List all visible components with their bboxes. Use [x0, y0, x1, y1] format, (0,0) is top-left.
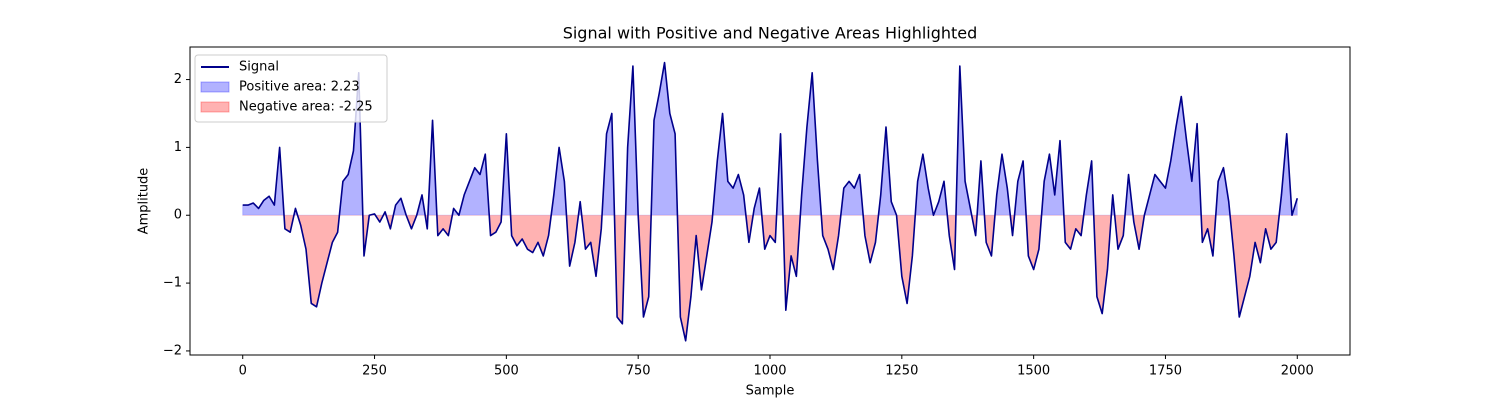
- x-tick-label: 500: [494, 364, 519, 379]
- legend-box: [194, 54, 388, 123]
- y-tick-label: −1: [163, 276, 182, 291]
- legend-label: Negative area: -2.25: [239, 100, 373, 115]
- signal-line: [242, 61, 1299, 342]
- y-tick-label: 0: [174, 208, 182, 223]
- y-tick-label: 2: [174, 72, 182, 87]
- x-tick-label: 2000: [1281, 364, 1314, 379]
- x-tick-label: 1500: [1017, 364, 1050, 379]
- legend-label: Positive area: 2.23: [239, 80, 360, 95]
- x-tick-label: 1250: [885, 364, 918, 379]
- y-tick-label: −2: [163, 343, 182, 358]
- x-axis-label: Sample: [746, 384, 795, 399]
- x-tick-label: 250: [362, 364, 387, 379]
- y-axis-label: Amplitude: [137, 168, 152, 235]
- y-tick-label: 1: [174, 140, 182, 155]
- x-tick-label: 0: [239, 364, 247, 379]
- legend-swatch: [200, 81, 230, 93]
- x-tick-label: 1000: [753, 364, 786, 379]
- legend-label: Signal: [239, 60, 279, 75]
- x-tick-label: 1750: [1149, 364, 1182, 379]
- legend-swatch: [200, 101, 230, 113]
- chart-title: Signal with Positive and Negative Areas …: [563, 24, 978, 43]
- x-tick-label: 750: [626, 364, 651, 379]
